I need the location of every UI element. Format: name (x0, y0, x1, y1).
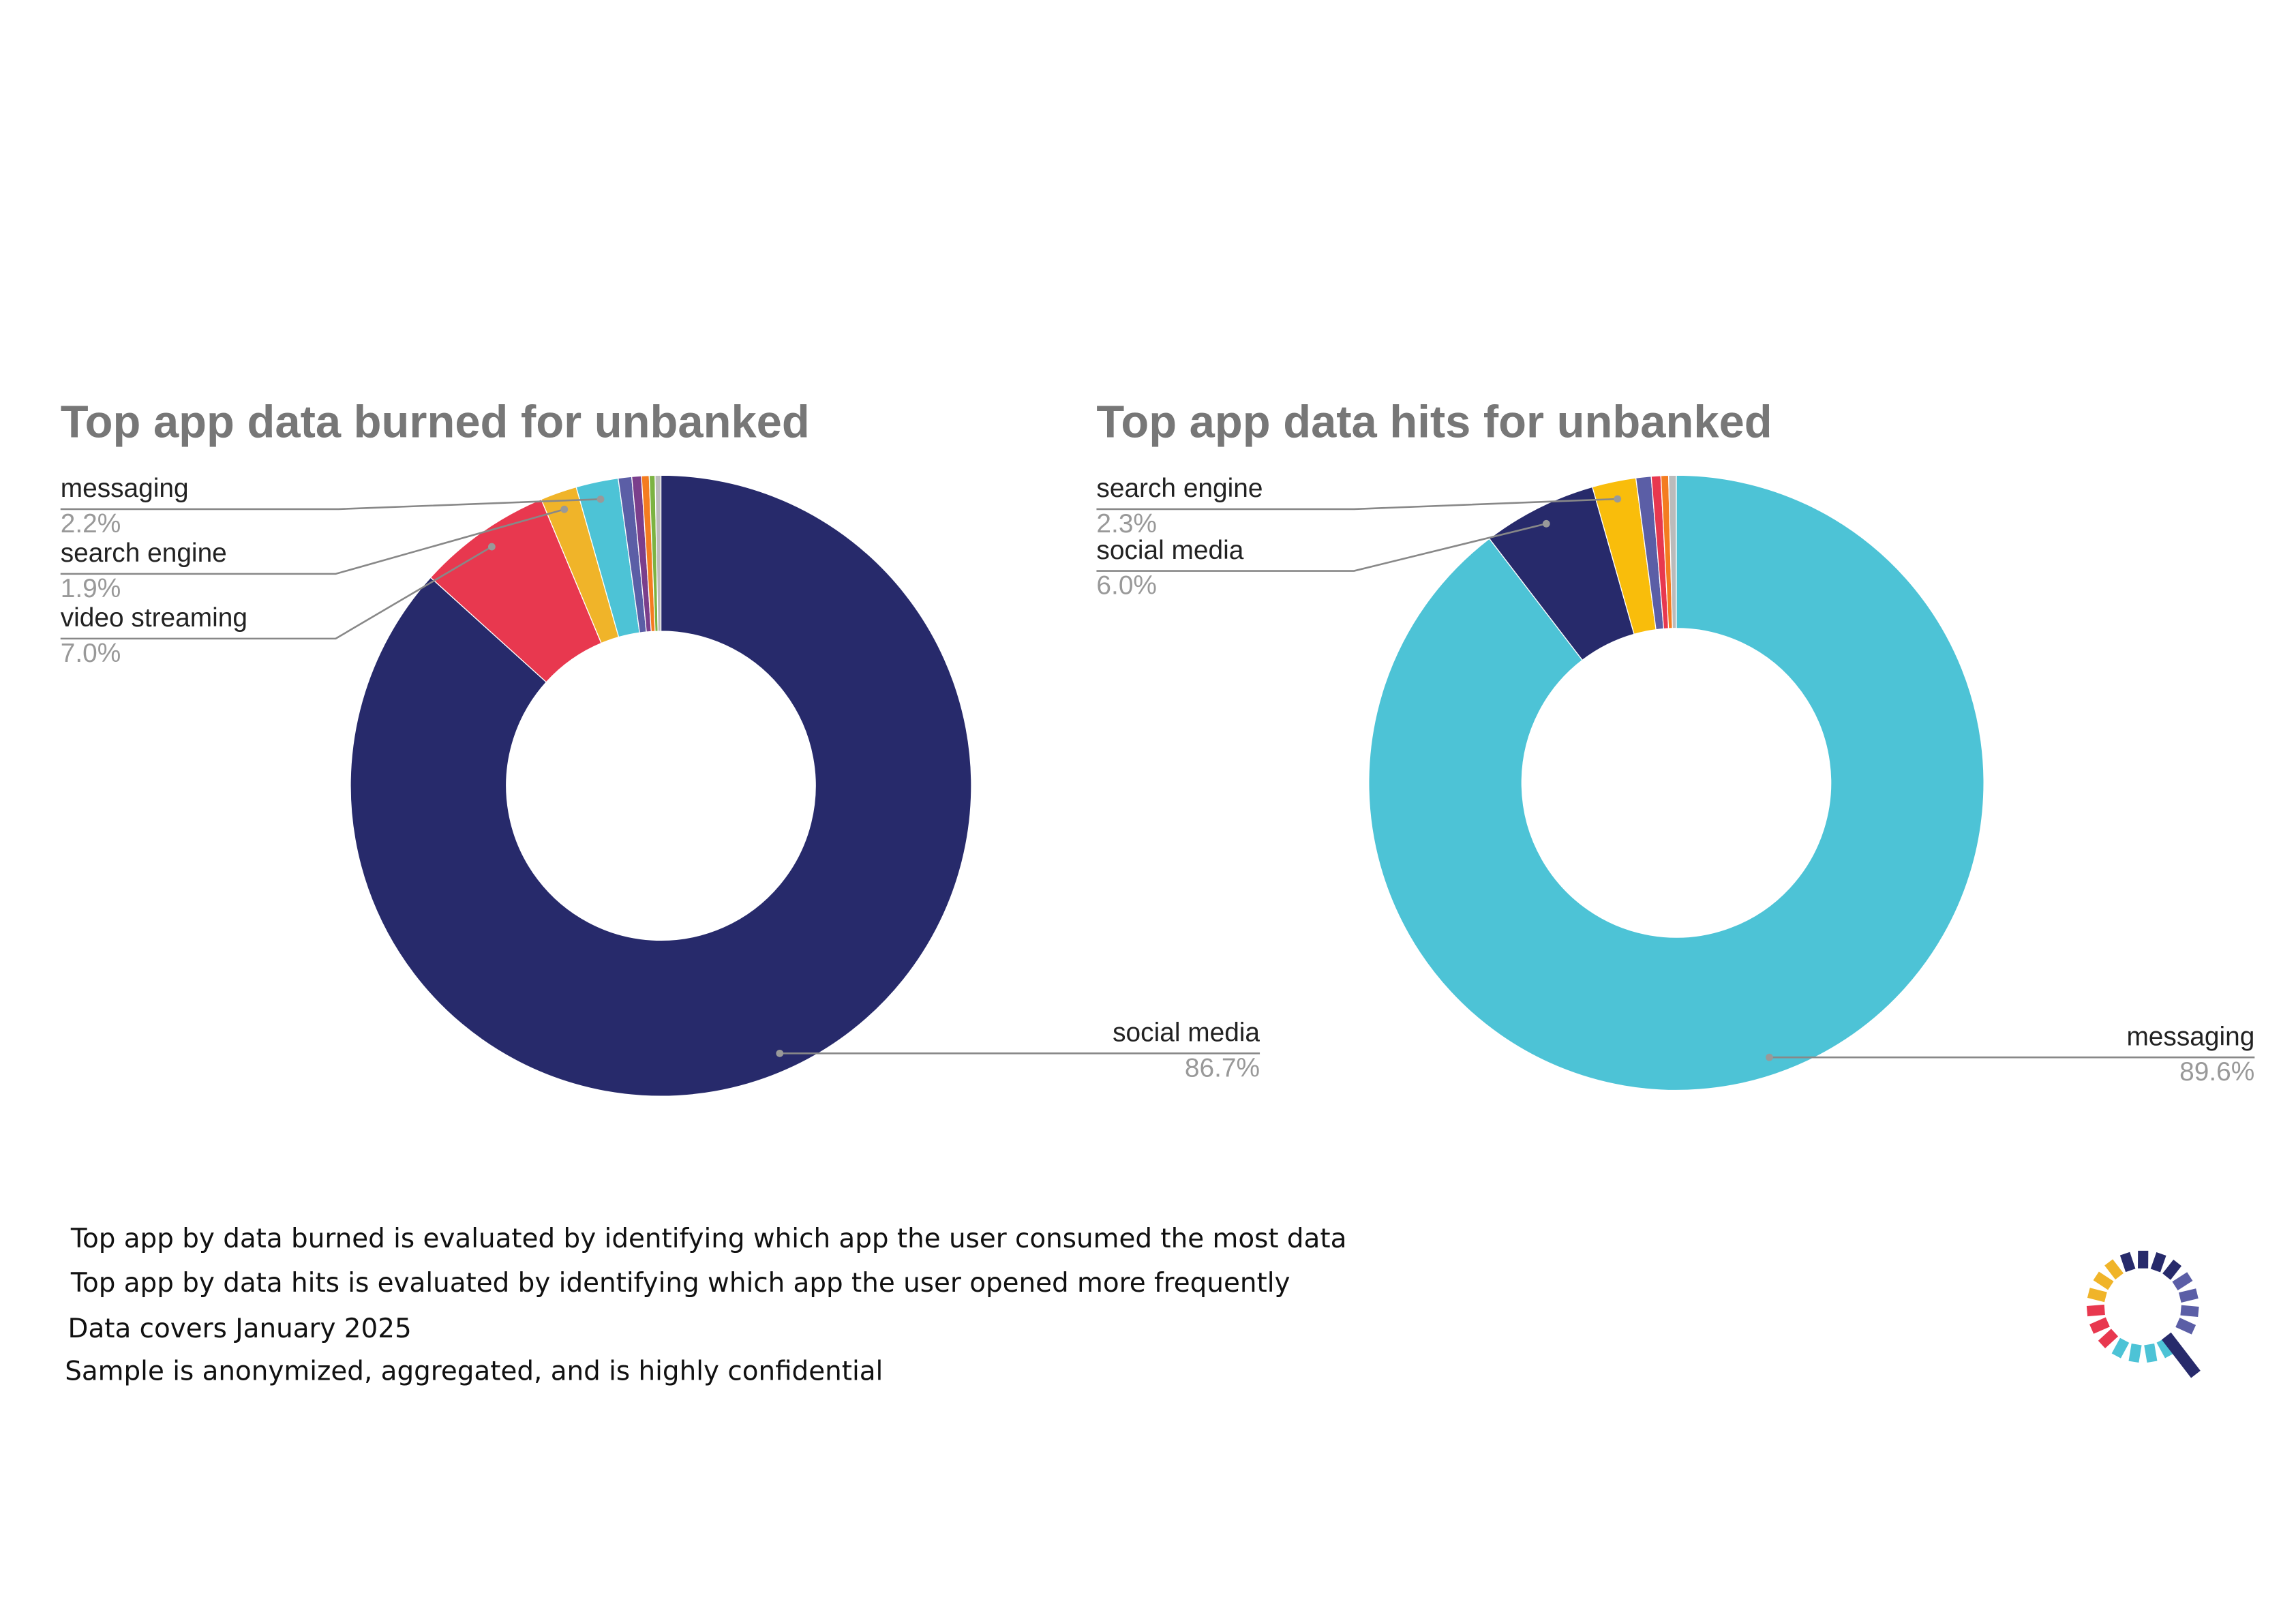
leader-dot (487, 543, 496, 551)
logo-dash (2098, 1329, 2119, 1349)
chart-title: Top app data hits for unbanked (1096, 397, 1772, 448)
logo-dash (2180, 1305, 2199, 1318)
slice-value: 6.0% (1096, 571, 1157, 601)
donut-slice (1368, 474, 1984, 1091)
leader-dot (560, 505, 569, 513)
slice-label: messaging (61, 474, 189, 503)
leader-line (60, 508, 565, 575)
leader-dot (1766, 1053, 1773, 1061)
slice-label: search engine (1096, 474, 1263, 503)
chart-title: Top app data burned for unbanked (61, 397, 810, 448)
leader-dot (596, 495, 605, 503)
donut-slice (350, 474, 972, 1097)
logo-dash (2093, 1271, 2114, 1290)
leader-dot (1614, 495, 1622, 503)
logo-dash (2179, 1288, 2199, 1303)
slice-value: 2.3% (1096, 509, 1157, 539)
leader-line (1096, 523, 1547, 572)
logo-dash (2156, 1337, 2175, 1359)
leader-line (60, 498, 601, 511)
logo-handle (2161, 1332, 2201, 1378)
logo (2086, 1250, 2201, 1378)
footer-note: Top app by data burned is evaluated by i… (70, 1224, 1347, 1254)
leader-line (60, 545, 493, 640)
logo-dash (2111, 1337, 2130, 1359)
slice-label: social media (1096, 536, 1243, 565)
leader-dot (776, 1049, 784, 1057)
footer-note: Sample is anonymized, aggregated, and is… (65, 1356, 883, 1387)
logo-dash (2162, 1259, 2182, 1280)
logo-dash (2150, 1252, 2166, 1273)
logo-dash (2172, 1272, 2193, 1290)
slice-value: 86.7% (1185, 1053, 1260, 1082)
slice-value: 7.0% (61, 639, 121, 668)
slice-label: video streaming (61, 603, 247, 633)
logo-dash (2128, 1344, 2142, 1363)
donut-slice (1667, 474, 1677, 629)
slice-value: 1.9% (61, 574, 121, 603)
logo-dash (2175, 1318, 2196, 1335)
donut-slice (654, 474, 662, 632)
leader-dot (1542, 519, 1550, 528)
slice-value: 89.6% (2179, 1057, 2254, 1087)
slice-value: 2.2% (61, 509, 121, 539)
logo-dash (2087, 1288, 2107, 1303)
slice-label: search engine (61, 539, 227, 568)
logo-dash (2144, 1343, 2158, 1363)
logo-dash (2104, 1259, 2124, 1280)
slice-label: messaging (2126, 1022, 2254, 1051)
logo-dash (2119, 1252, 2136, 1273)
footer-note: Data covers January 2025 (68, 1314, 412, 1344)
footer-note: Top app by data hits is evaluated by ide… (70, 1268, 1290, 1299)
logo-dash (2089, 1317, 2110, 1334)
leader-line (1096, 498, 1618, 511)
slice-label: social media (1113, 1018, 1260, 1048)
logo-dash (2086, 1304, 2105, 1317)
